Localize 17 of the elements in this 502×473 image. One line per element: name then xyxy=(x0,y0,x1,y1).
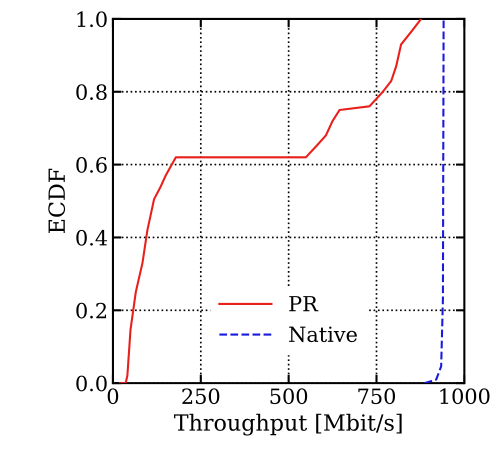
x-tick-label: 500 xyxy=(270,388,308,404)
x-axis-title: Throughput [Mbit/s] xyxy=(174,414,402,436)
y-tick-label: 1.0 xyxy=(78,11,107,28)
x-tick-label: 250 xyxy=(182,388,220,404)
legend-label: Native xyxy=(289,326,357,342)
x-tick-label: 750 xyxy=(358,388,395,404)
line-series xyxy=(424,18,445,384)
x-tick-label: 1000 xyxy=(440,388,490,404)
x-tick-label: 0 xyxy=(108,388,118,404)
line-series xyxy=(118,18,422,384)
y-tick-label: 0.8 xyxy=(76,84,107,100)
y-tick-label: 0.2 xyxy=(76,302,106,318)
y-tick-label: 0.4 xyxy=(76,230,108,246)
y-tick-label: 0.0 xyxy=(76,376,107,392)
legend-label: PR xyxy=(289,296,318,312)
y-tick-label: 0.6 xyxy=(76,157,107,173)
y-axis-title: ECDF xyxy=(48,168,66,234)
